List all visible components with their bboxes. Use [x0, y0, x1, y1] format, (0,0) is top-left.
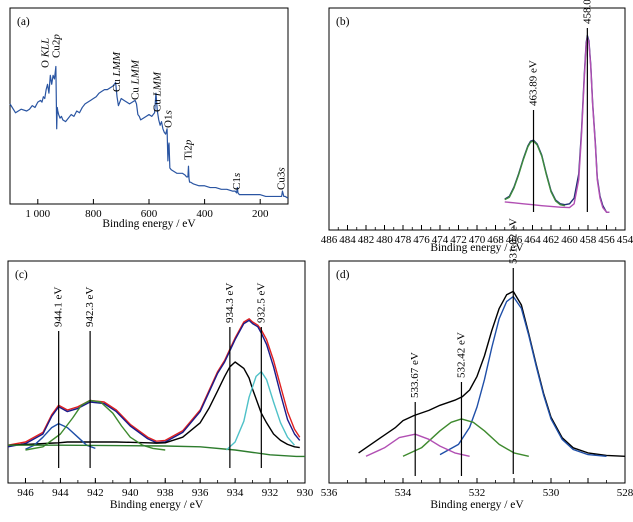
- panel-label: (d): [336, 269, 350, 281]
- panel-4: 536 534 532 530 528 Binding energy / eV (d) 533…: [321, 218, 633, 511]
- x-tick-label: 484: [339, 234, 356, 246]
- peak-label: 533.67 eV: [409, 352, 421, 398]
- panel-1: 1 000 800 600 400 200 Binding energy / eV (a) O…: [9, 7, 289, 230]
- x-axis-title: Binding energy / eV: [110, 499, 204, 511]
- peak-label: 532.42 eV: [456, 332, 468, 378]
- panel-frame: [328, 7, 626, 231]
- series-3-line: [504, 140, 566, 207]
- x-tick-label: 454: [617, 234, 633, 246]
- x-tick-label: 460: [561, 234, 578, 246]
- x-tick-label: 456: [598, 234, 615, 246]
- x-tick-label: 932: [262, 487, 279, 499]
- x-tick-label: 474: [432, 234, 449, 246]
- peak-label: 934.3 eV: [224, 283, 236, 323]
- x-tick-label: 480: [376, 234, 393, 246]
- x-tick-label: 532: [469, 487, 486, 499]
- x-tick-label: 536: [321, 487, 338, 499]
- x-tick-label: 466: [506, 234, 523, 246]
- panel-frame: [7, 260, 306, 484]
- x-tick-label: 200: [252, 208, 269, 220]
- x-tick-label: 528: [617, 487, 633, 499]
- series-3-line: [402, 418, 529, 457]
- x-tick-label: 476: [413, 234, 430, 246]
- panel-label: (a): [17, 16, 30, 28]
- peak-label: O KLL: [40, 38, 52, 68]
- panel-2: 486 484 482 480 478 476 474 472 470 468 466 464 462 4…: [321, 0, 633, 254]
- peak-label: Cu LMM: [111, 51, 123, 92]
- series-4-line: [365, 433, 470, 457]
- x-tick-label: 400: [196, 208, 213, 220]
- peak-label: Cu LMM: [130, 59, 142, 100]
- x-axis-title: Binding energy / eV: [430, 242, 524, 254]
- series-2-line: [504, 36, 610, 213]
- x-tick-label: 534: [395, 487, 412, 499]
- series-1-line: [358, 290, 626, 457]
- x-tick-label: 486: [321, 234, 338, 246]
- peak-label: Ti2p: [183, 139, 195, 160]
- peak-label: 458.07 eV: [581, 0, 593, 24]
- peak-label: 463.89 eV: [528, 60, 540, 106]
- x-tick-label: 470: [469, 234, 486, 246]
- x-tick-label: 482: [358, 234, 375, 246]
- x-axis-title: Binding energy / eV: [102, 218, 196, 230]
- x-tick-label: 942: [87, 487, 104, 499]
- panel-label: (c): [15, 269, 28, 281]
- x-tick-label: 944: [52, 487, 69, 499]
- peak-label: 942.3 eV: [84, 287, 96, 327]
- x-tick-label: 458: [580, 234, 597, 246]
- series-3-line: [7, 361, 300, 449]
- panel-label: (b): [336, 16, 350, 28]
- peak-label: Cu LMM: [151, 71, 163, 112]
- peak-label: 932.5 eV: [255, 283, 267, 323]
- x-tick-label: 530: [543, 487, 560, 499]
- x-tick-label: 600: [141, 208, 158, 220]
- series-6-line: [8, 444, 305, 458]
- peak-label: O1s: [163, 110, 175, 128]
- peak-label: C1s: [231, 173, 243, 190]
- x-tick-label: 468: [487, 234, 504, 246]
- x-tick-label: 462: [543, 234, 560, 246]
- x-tick-label: 800: [85, 208, 102, 220]
- x-tick-label: 934: [227, 487, 244, 499]
- x-tick-label: 1 000: [25, 208, 50, 220]
- x-tick-label: 472: [450, 234, 467, 246]
- x-tick-label: 936: [192, 487, 209, 499]
- panel-3: 946 944 942 940 938 936 934 932 930 Binding energ…: [7, 260, 314, 511]
- series-2-line: [7, 319, 301, 448]
- peak-label: Cu2p: [51, 34, 63, 58]
- x-tick-label: 464: [524, 234, 541, 246]
- x-tick-label: 478: [395, 234, 412, 246]
- x-axis-title: Binding energy / eV: [430, 499, 524, 511]
- series-1-line: [9, 65, 289, 199]
- x-tick-label: 940: [122, 487, 139, 499]
- x-tick-label: 946: [17, 487, 34, 499]
- x-tick-label: 930: [297, 487, 314, 499]
- x-tick-label: 938: [157, 487, 174, 499]
- series-1-line: [7, 318, 301, 446]
- peak-label: Cu3s: [276, 167, 288, 190]
- peak-label: 944.1 eV: [53, 287, 65, 327]
- peak-label: 531.02 eV: [507, 218, 519, 264]
- series-2-line: [439, 295, 607, 457]
